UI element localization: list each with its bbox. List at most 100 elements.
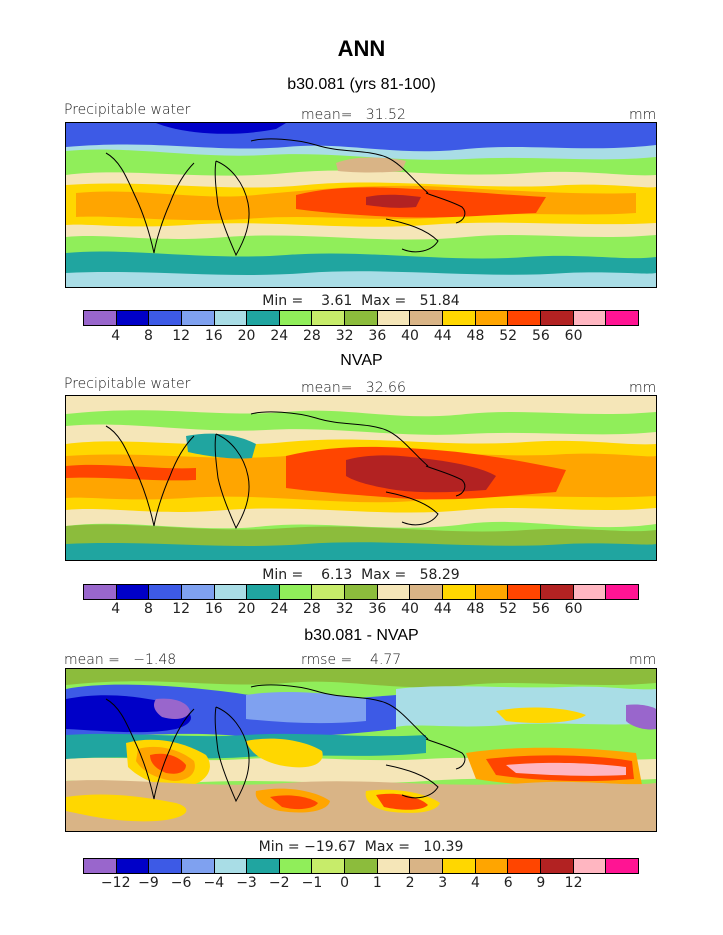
panel-2-colorbar-ticks: 4 8 12 16 20 24 28 32 36 40 44 48 52 56 60 <box>83 601 639 619</box>
colorbar-tick-label: 4 <box>111 328 121 344</box>
colorbar-tick-label: −12 <box>100 875 131 891</box>
panel-3-units-label: mm <box>629 652 657 668</box>
colorbar-tick-label: 52 <box>499 328 518 344</box>
colorbar-swatch-11 <box>443 311 476 325</box>
colorbar-swatch-1 <box>116 585 150 599</box>
panel-1-colorbar <box>83 310 639 326</box>
panel-2-map <box>65 395 657 561</box>
colorbar-swatch-12 <box>475 311 509 325</box>
colorbar-swatch-14 <box>540 311 574 325</box>
colorbar-tick-label: 8 <box>143 601 153 617</box>
colorbar-swatch-6 <box>279 311 313 325</box>
panel-3-colorbar <box>83 858 639 874</box>
colorbar-tick-label: 4 <box>471 875 480 891</box>
colorbar-swatch-3 <box>181 859 215 873</box>
colorbar-swatch-7 <box>312 311 346 325</box>
colorbar-tick-label: −3 <box>236 875 257 891</box>
colorbar-swatch-11 <box>443 585 476 599</box>
colorbar-swatch-5 <box>247 585 280 599</box>
panel-2-minmax: Min = 6.13 Max = 58.29 <box>262 567 460 583</box>
colorbar-tick-label: 36 <box>368 601 387 617</box>
panel-2-variable-label: Precipitable water <box>64 376 191 392</box>
panel-2-units-label: mm <box>629 380 657 396</box>
colorbar-tick-label: −9 <box>138 875 159 891</box>
panel-3-rmse-label: rmse = 4.77 <box>301 652 402 668</box>
colorbar-tick-label: 6 <box>503 875 513 891</box>
panel-1-variable-label: Precipitable water <box>64 102 191 118</box>
colorbar-swatch-13 <box>508 585 541 599</box>
colorbar-swatch-1 <box>116 859 150 873</box>
colorbar-swatch-16 <box>606 311 638 325</box>
panel-3-mean-label: mean = −1.48 <box>64 652 177 668</box>
colorbar-tick-label: 32 <box>335 601 354 617</box>
colorbar-tick-label: 56 <box>531 601 550 617</box>
colorbar-swatch-15 <box>573 859 607 873</box>
panel-1-title: b30.081 (yrs 81-100) <box>287 76 436 93</box>
colorbar-tick-label: 56 <box>531 328 550 344</box>
panel-1-colorbar-ticks: 4 8 12 16 20 24 28 32 36 40 44 48 52 56 60 <box>83 328 639 346</box>
panel-1-minmax: Min = 3.61 Max = 51.84 <box>262 293 460 309</box>
panel-1-units-label: mm <box>629 107 657 123</box>
colorbar-swatch-11 <box>443 859 476 873</box>
panel-3-map <box>65 668 657 832</box>
colorbar-tick-label: 20 <box>237 601 256 617</box>
panel-2-title: NVAP <box>340 352 383 369</box>
colorbar-tick-label: 8 <box>143 328 153 344</box>
colorbar-swatch-4 <box>214 585 248 599</box>
colorbar-swatch-8 <box>345 311 378 325</box>
colorbar-tick-label: 12 <box>564 875 583 891</box>
colorbar-tick-label: 24 <box>270 601 289 617</box>
colorbar-swatch-12 <box>475 585 509 599</box>
colorbar-swatch-4 <box>214 859 248 873</box>
colorbar-tick-label: 16 <box>204 328 223 344</box>
panel-2-contour-field <box>66 396 656 560</box>
colorbar-tick-label: 24 <box>270 328 289 344</box>
colorbar-tick-label: 36 <box>368 328 387 344</box>
colorbar-swatch-10 <box>410 859 444 873</box>
colorbar-swatch-0 <box>84 859 117 873</box>
colorbar-tick-label: 40 <box>401 328 419 344</box>
colorbar-tick-label: −6 <box>170 875 192 891</box>
colorbar-tick-label: 52 <box>499 601 518 617</box>
panel-3-minmax: Min = −19.67 Max = 10.39 <box>258 839 464 855</box>
colorbar-tick-label: 28 <box>303 601 321 617</box>
colorbar-swatch-13 <box>508 859 541 873</box>
colorbar-tick-label: 12 <box>172 601 191 617</box>
colorbar-tick-label: −1 <box>301 875 323 891</box>
colorbar-swatch-0 <box>84 585 117 599</box>
colorbar-tick-label: 40 <box>401 601 419 617</box>
colorbar-swatch-2 <box>149 311 182 325</box>
colorbar-tick-label: −4 <box>203 875 225 891</box>
colorbar-swatch-9 <box>377 311 411 325</box>
colorbar-swatch-9 <box>377 859 411 873</box>
panel-1-mean-label: mean= 31.52 <box>301 107 406 123</box>
colorbar-swatch-2 <box>149 859 182 873</box>
colorbar-swatch-7 <box>312 859 346 873</box>
colorbar-tick-label: 44 <box>433 328 452 344</box>
colorbar-swatch-6 <box>279 585 313 599</box>
colorbar-tick-label: 0 <box>340 875 350 891</box>
panel-2-mean-label: mean= 32.66 <box>301 380 406 396</box>
colorbar-swatch-12 <box>475 859 509 873</box>
colorbar-swatch-5 <box>247 311 280 325</box>
colorbar-swatch-7 <box>312 585 346 599</box>
colorbar-swatch-3 <box>181 311 215 325</box>
colorbar-tick-label: 1 <box>372 875 382 891</box>
panel-1-contour-field <box>66 123 656 287</box>
page-title: ANN <box>337 36 386 61</box>
colorbar-tick-label: 3 <box>438 875 448 891</box>
panel-3-colorbar-ticks: −12 −9 −6 −4 −3 −2 −1 0 1 2 3 4 6 9 12 <box>83 875 639 893</box>
colorbar-tick-label: 28 <box>303 328 321 344</box>
colorbar-tick-label: 4 <box>111 601 121 617</box>
colorbar-swatch-3 <box>181 585 215 599</box>
colorbar-swatch-4 <box>214 311 248 325</box>
colorbar-tick-label: 32 <box>335 328 354 344</box>
colorbar-swatch-10 <box>410 311 444 325</box>
panel-1-map <box>65 122 657 288</box>
colorbar-tick-label: 20 <box>237 328 256 344</box>
colorbar-swatch-16 <box>606 585 638 599</box>
colorbar-tick-label: 2 <box>405 875 415 891</box>
colorbar-tick-label: 12 <box>172 328 191 344</box>
panel-2-colorbar <box>83 584 639 600</box>
colorbar-swatch-1 <box>116 311 150 325</box>
